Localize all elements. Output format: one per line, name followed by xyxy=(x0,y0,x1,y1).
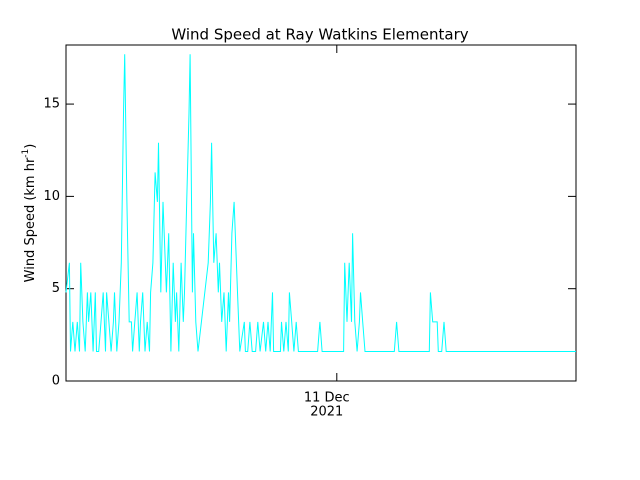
data-line xyxy=(65,54,576,352)
y-tick-label: 5 xyxy=(52,281,60,296)
y-tick-label: 0 xyxy=(52,374,60,389)
y-tick-label: 10 xyxy=(43,189,60,204)
chart-title: Wind Speed at Ray Watkins Elementary xyxy=(171,26,468,44)
y-tick-label: 15 xyxy=(43,97,60,112)
x-tick-sublabel: 2021 xyxy=(310,405,343,420)
y-axis-label-sup: -1 xyxy=(21,149,31,158)
plot-frame xyxy=(65,44,577,382)
y-axis-label-main: Wind Speed (km hr xyxy=(23,157,38,282)
y-axis-label-end: ) xyxy=(23,144,38,149)
y-axis-label: Wind Speed (km hr-1) xyxy=(21,144,38,283)
x-tick-label: 11 Dec xyxy=(304,391,350,406)
